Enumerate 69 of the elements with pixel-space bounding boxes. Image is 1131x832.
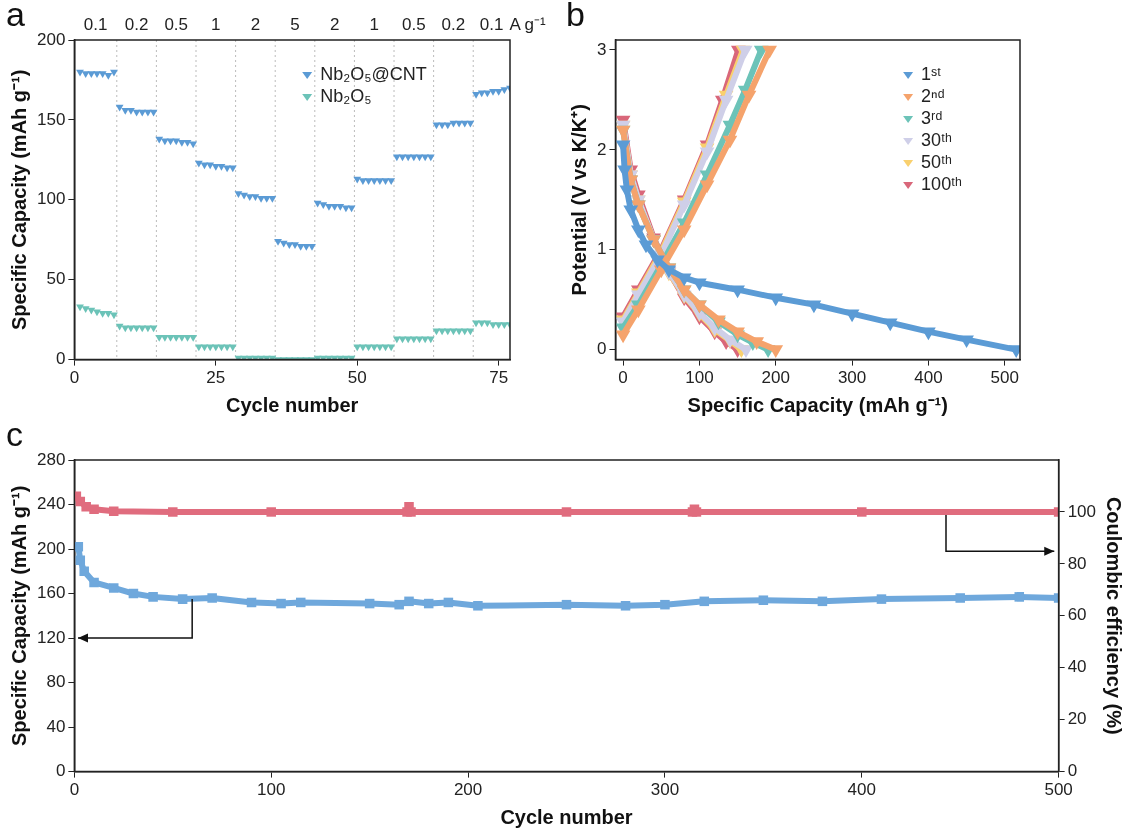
y2-tick-label: 60 [1067,605,1087,625]
chart-title: c [6,415,23,454]
x-tick-label: 300 [837,368,867,388]
x-tick-label: 100 [257,780,286,800]
y-tick-label: 150 [36,109,66,129]
x-tick-label: 75 [489,368,509,388]
legend-label: 30ᵗʰ [921,129,953,150]
y-tick-label: 240 [36,494,66,514]
y-axis-title: Potential (V vs K/K⁺) [567,104,590,296]
y-tick-label: 0 [596,339,607,359]
text: A g⁻¹ [509,15,547,35]
y-tick-label: 0 [55,349,66,369]
x-tick-label: 200 [761,368,790,388]
y-tick-label: 160 [36,583,66,603]
text: 0.5 [402,15,426,35]
y-tick-label: 1 [596,239,607,259]
y-tick-label: 0 [55,761,66,781]
y-axis-title: Specific Capacity (mAh g⁻¹) [7,485,30,746]
y-tick-label: 50 [46,269,66,289]
x-tick-label: 0 [69,780,80,800]
text: 0.2 [124,15,149,35]
legend-label: 2ⁿᵈ [921,85,945,106]
y-tick-label: 200 [36,538,66,558]
y-tick-label: 120 [36,627,66,647]
chart-title: a [6,0,25,34]
y2-axis-title: Coulombic efficiency (%) [1103,496,1126,735]
y-tick-label: 3 [596,39,607,59]
x-axis-title: Specific Capacity (mAh g⁻¹) [687,393,948,416]
x-tick-label: 25 [206,368,226,388]
x-tick-label: 500 [1044,780,1073,800]
legend-label: 50ᵗʰ [921,151,953,172]
x-tick-label: 0 [69,368,80,388]
x-tick-label: 100 [685,368,714,388]
text: 1 [211,15,221,35]
x-tick-label: 400 [847,780,876,800]
legend-label: 1ˢᵗ [921,63,942,84]
text: 2 [329,15,340,35]
legend-label: 100ᵗʰ [921,173,963,194]
legend-label: Nb₂O₅@CNT [320,63,427,84]
x-tick-label: 500 [990,368,1019,388]
y2-tick-label: 100 [1067,501,1097,521]
text: 0.1 [479,15,504,35]
text: 2 [250,15,261,35]
y-tick-label: 2 [596,139,607,159]
text: 0.5 [164,15,189,35]
chart-title: b [566,0,585,34]
y2-tick-label: 40 [1067,657,1087,677]
y-tick-label: 80 [46,672,66,692]
legend-label: Nb₂O₅ [320,85,372,106]
text: 0.1 [83,15,108,35]
text: 1 [369,15,379,35]
x-tick-label: 0 [618,368,628,388]
x-tick-label: 50 [347,368,367,388]
legend-label: 3ʳᵈ [921,107,943,128]
y-tick-label: 100 [36,189,66,209]
y2-tick-label: 20 [1067,709,1087,729]
x-axis-title: Cycle number [226,393,359,416]
y2-tick-label: 0 [1067,761,1078,781]
text: 0.2 [441,15,466,35]
y2-tick-label: 80 [1067,553,1087,573]
y-axis-title: Specific Capacity (mAh g⁻¹) [7,69,30,330]
y-tick-label: 200 [36,29,66,49]
x-tick-label: 300 [650,780,680,800]
x-tick-label: 200 [453,780,483,800]
y-tick-label: 40 [46,716,66,736]
y-tick-label: 280 [36,449,66,469]
text: 5 [290,15,300,35]
x-axis-title: Cycle number [500,805,633,828]
x-tick-label: 400 [914,368,943,388]
